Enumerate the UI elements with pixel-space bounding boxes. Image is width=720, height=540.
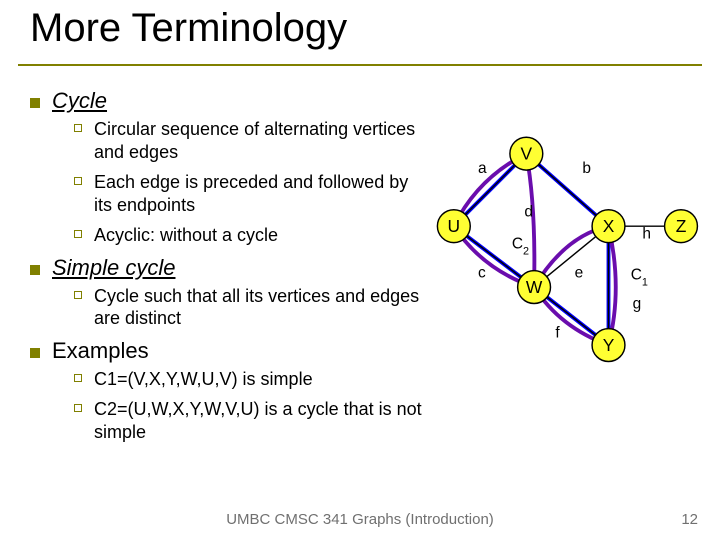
list-item: C1=(V,X,Y,W,U,V) is simple bbox=[74, 368, 430, 391]
item-text: Circular sequence of alternating vertice… bbox=[94, 118, 430, 163]
bullet-icon bbox=[30, 98, 40, 108]
list-item: Circular sequence of alternating vertice… bbox=[74, 118, 430, 163]
footer-text: UMBC CMSC 341 Graphs (Introduction) bbox=[0, 511, 720, 528]
item-text: Cycle such that all its vertices and edg… bbox=[94, 285, 430, 330]
svg-text:W: W bbox=[526, 277, 543, 297]
item-text: Each edge is preceded and followed by it… bbox=[94, 171, 430, 216]
list-item: Acyclic: without a cycle bbox=[74, 224, 430, 247]
title-rule bbox=[18, 64, 702, 66]
square-icon bbox=[74, 374, 82, 382]
page-title: More Terminology bbox=[30, 6, 347, 51]
svg-text:C2: C2 bbox=[512, 235, 529, 257]
item-text: Acyclic: without a cycle bbox=[94, 224, 278, 247]
svg-text:X: X bbox=[603, 216, 615, 236]
svg-text:Z: Z bbox=[676, 216, 687, 236]
svg-text:U: U bbox=[448, 216, 461, 236]
svg-text:Y: Y bbox=[603, 335, 615, 355]
section-cycle: Cycle Circular sequence of alternating v… bbox=[30, 88, 430, 247]
svg-text:b: b bbox=[582, 160, 591, 177]
svg-text:g: g bbox=[633, 295, 642, 312]
list-item: Each edge is preceded and followed by it… bbox=[74, 171, 430, 216]
section-examples: Examples C1=(V,X,Y,W,U,V) is simple C2=(… bbox=[30, 338, 430, 444]
list-item: Cycle such that all its vertices and edg… bbox=[74, 285, 430, 330]
list-item: C2=(U,W,X,Y,W,V,U) is a cycle that is no… bbox=[74, 398, 430, 443]
square-icon bbox=[74, 291, 82, 299]
square-icon bbox=[74, 404, 82, 412]
section-simple-cycle: Simple cycle Cycle such that all its ver… bbox=[30, 255, 430, 330]
svg-text:d: d bbox=[524, 204, 533, 221]
bullet-icon bbox=[30, 348, 40, 358]
svg-text:f: f bbox=[555, 324, 560, 341]
square-icon bbox=[74, 177, 82, 185]
svg-text:V: V bbox=[521, 143, 533, 163]
svg-text:C1: C1 bbox=[631, 266, 648, 288]
graph-diagram: a b c e f g h d C1 C2 V U W X Y Z bbox=[420, 130, 710, 390]
page-number: 12 bbox=[681, 511, 698, 528]
content-body: Cycle Circular sequence of alternating v… bbox=[30, 88, 430, 451]
svg-text:a: a bbox=[478, 160, 487, 177]
svg-text:e: e bbox=[575, 264, 584, 281]
svg-text:c: c bbox=[478, 264, 486, 281]
section-label: Examples bbox=[52, 338, 149, 364]
svg-text:h: h bbox=[642, 226, 651, 243]
square-icon bbox=[74, 230, 82, 238]
square-icon bbox=[74, 124, 82, 132]
item-text: C2=(U,W,X,Y,W,V,U) is a cycle that is no… bbox=[94, 398, 430, 443]
section-label: Cycle bbox=[52, 88, 107, 114]
item-text: C1=(V,X,Y,W,U,V) is simple bbox=[94, 368, 313, 391]
section-label: Simple cycle bbox=[52, 255, 175, 281]
bullet-icon bbox=[30, 265, 40, 275]
